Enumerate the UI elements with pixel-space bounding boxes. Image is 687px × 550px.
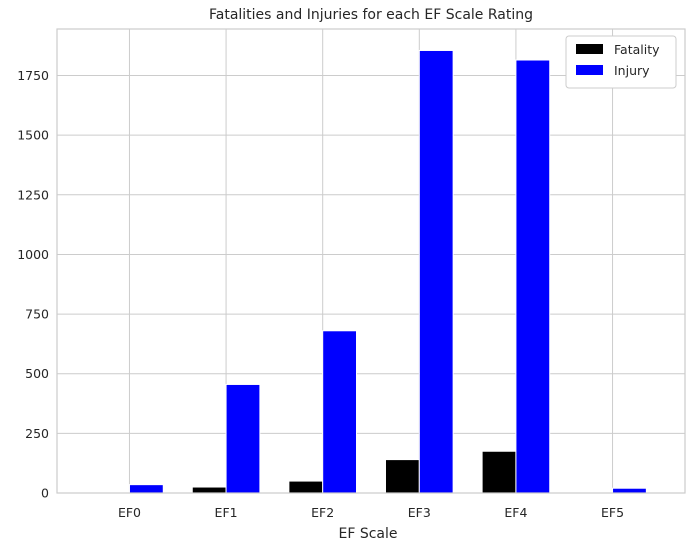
legend-label-fatality: Fatality (614, 42, 660, 57)
bar-fatality-ef1 (191, 486, 227, 494)
legend: Fatality Injury (565, 35, 677, 89)
y-tick-label: 1500 (17, 128, 49, 143)
plot-frame (56, 28, 686, 494)
x-tick-label: EF1 (215, 505, 238, 520)
y-tick-label: 750 (25, 307, 49, 322)
y-tick-label: 1750 (17, 68, 49, 83)
x-tick-label: EF5 (601, 505, 624, 520)
bar-injury-ef5 (612, 487, 647, 494)
legend-swatch-fatality (576, 44, 603, 54)
x-tick-label: EF0 (118, 505, 141, 520)
x-axis-ticks: EF0 EF1 EF2 EF3 EF4 EF5 (118, 505, 624, 520)
y-tick-label: 500 (25, 366, 49, 381)
bar-fatality-ef2 (288, 480, 324, 494)
bar-fatality-ef3 (384, 459, 420, 494)
bars (128, 49, 647, 494)
y-tick-label: 1000 (17, 247, 49, 262)
legend-swatch-injury (576, 65, 603, 75)
bar-injury-ef1 (225, 383, 261, 494)
plot-area (57, 29, 685, 493)
bar-injury-ef3 (418, 49, 454, 494)
chart-title: Fatalities and Injuries for each EF Scal… (209, 7, 533, 23)
bar-fatality-ef4 (481, 450, 517, 494)
bar-injury-ef0 (128, 484, 164, 494)
x-tick-label: EF2 (311, 505, 334, 520)
x-axis-label: EF Scale (338, 526, 397, 542)
y-tick-label: 0 (41, 486, 49, 501)
y-tick-label: 1250 (17, 187, 49, 202)
y-axis-ticks: 0 250 500 750 1000 1250 1500 1750 (17, 68, 49, 500)
x-tick-label: EF3 (408, 505, 431, 520)
x-tick-label: EF4 (504, 505, 527, 520)
bar-injury-ef2 (322, 330, 358, 494)
y-tick-label: 250 (25, 426, 49, 441)
legend-label-injury: Injury (614, 63, 650, 78)
bar-injury-ef4 (515, 59, 551, 494)
